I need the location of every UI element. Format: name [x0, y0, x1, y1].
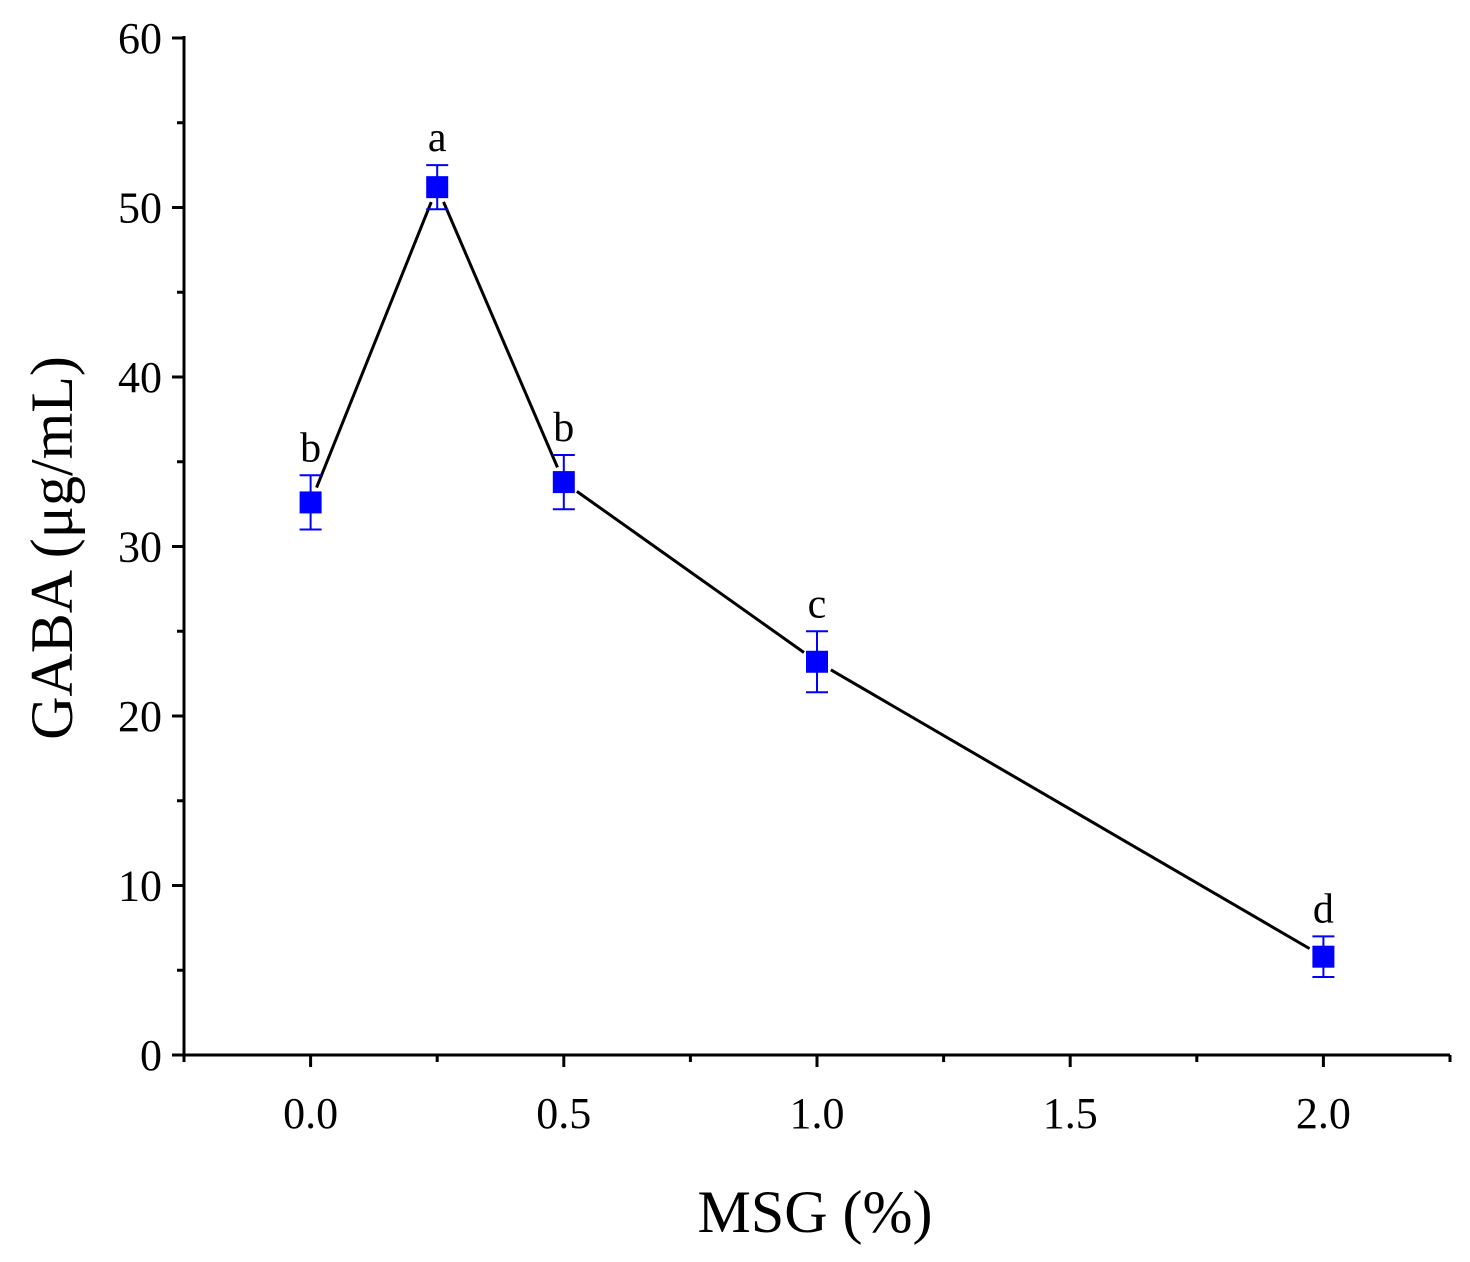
x-tick-label: 1.0 — [790, 1089, 845, 1138]
series-line-group — [315, 201, 1311, 950]
x-tick-label: 2.0 — [1296, 1089, 1351, 1138]
series-line-segment — [830, 668, 1311, 950]
y-tick-label: 10 — [118, 862, 162, 911]
series-line-segment — [315, 201, 433, 489]
significance-label: a — [428, 115, 447, 161]
y-tick-label: 40 — [118, 353, 162, 402]
axes — [182, 36, 1450, 1057]
significance-label: b — [300, 425, 321, 471]
error-bars — [299, 164, 1335, 979]
x-axis-title: MSG (%) — [698, 1179, 933, 1245]
y-axis-title: GABA (μg/mL) — [19, 356, 85, 740]
data-markers — [299, 176, 1335, 968]
y-tick-label: 60 — [118, 14, 162, 63]
data-point-marker — [806, 650, 828, 673]
series-line-segment — [575, 490, 805, 654]
data-point-marker — [426, 176, 449, 199]
y-tick-label: 30 — [118, 523, 162, 572]
ticks: 0 10 20 30 40 50 60 0.0 0.5 1.0 1.5 2.0 — [118, 14, 1452, 1138]
data-point-marker — [1312, 945, 1335, 968]
significance-label: c — [808, 581, 827, 627]
x-tick-label: 1.5 — [1043, 1089, 1098, 1138]
x-tick-label: 0.5 — [536, 1089, 591, 1138]
y-tick-label: 0 — [140, 1031, 162, 1080]
significance-label: b — [553, 405, 574, 451]
significance-labels: b a b c d — [300, 115, 1334, 932]
significance-label: d — [1313, 886, 1334, 932]
data-point-marker — [299, 491, 322, 514]
x-tick-label: 0.0 — [283, 1089, 338, 1138]
series-line-segment — [442, 201, 559, 468]
data-point-marker — [552, 471, 575, 494]
y-tick-label: 20 — [118, 692, 162, 741]
y-tick-label: 50 — [118, 184, 162, 233]
